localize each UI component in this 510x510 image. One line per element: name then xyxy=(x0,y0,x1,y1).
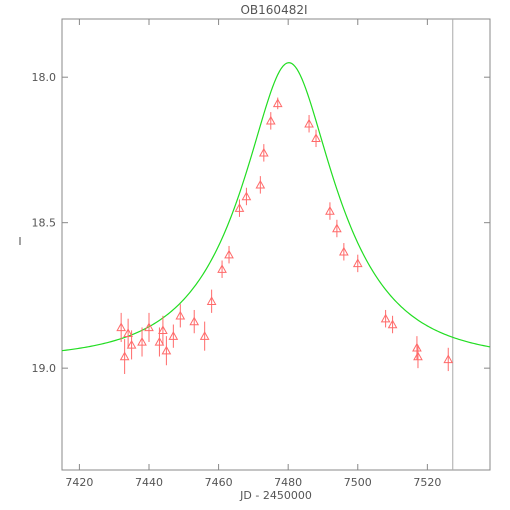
data-point xyxy=(352,258,363,268)
y-tick-label: 18.5 xyxy=(32,217,57,230)
x-tick-label: 7440 xyxy=(135,476,163,489)
data-point xyxy=(241,191,252,201)
x-axis-ticks: 7420 7440 7460 7480 7500 7520 xyxy=(65,19,441,489)
data-point xyxy=(413,351,423,361)
data-point xyxy=(119,351,130,361)
y-tick-label: 19.0 xyxy=(32,362,57,375)
data-point xyxy=(224,249,234,259)
data-point xyxy=(116,322,127,332)
data-point xyxy=(339,246,349,256)
data-point xyxy=(126,339,137,349)
data-point xyxy=(144,322,154,332)
data-point xyxy=(387,319,398,329)
data-point xyxy=(154,336,165,346)
data-point xyxy=(304,118,314,128)
data-point xyxy=(168,331,179,340)
data-point xyxy=(206,296,217,305)
data-point xyxy=(332,223,342,233)
data-point xyxy=(255,179,266,189)
data-point xyxy=(311,133,321,142)
axes-frame xyxy=(61,18,491,471)
plot-area xyxy=(61,18,491,471)
data-point xyxy=(234,203,245,212)
data-point xyxy=(189,316,200,326)
model-curve xyxy=(61,62,491,352)
x-tick-label: 7500 xyxy=(344,476,372,489)
data-point xyxy=(175,310,186,320)
data-point xyxy=(199,331,210,340)
y-axis-ticks: 18.0 18.5 19.0 xyxy=(32,71,490,375)
x-axis-label: JD - 2450000 xyxy=(239,489,312,502)
data-point xyxy=(380,313,391,323)
chart-title: OB160482I xyxy=(240,3,307,17)
data-point xyxy=(412,342,422,352)
data-point xyxy=(325,206,335,215)
data-point xyxy=(443,354,454,364)
y-tick-label: 18.0 xyxy=(32,71,57,84)
x-tick-label: 7420 xyxy=(65,476,93,489)
data-point xyxy=(258,147,269,157)
data-point xyxy=(265,115,276,125)
y-axis-label: I xyxy=(18,235,21,248)
data-point xyxy=(123,328,133,337)
data-point xyxy=(161,345,172,355)
x-tick-label: 7480 xyxy=(274,476,302,489)
data-points xyxy=(116,97,454,374)
x-tick-label: 7460 xyxy=(205,476,233,489)
x-tick-label: 7520 xyxy=(413,476,441,489)
data-point xyxy=(158,325,168,335)
data-point xyxy=(217,264,227,273)
data-point xyxy=(272,98,283,108)
data-point xyxy=(137,336,147,346)
